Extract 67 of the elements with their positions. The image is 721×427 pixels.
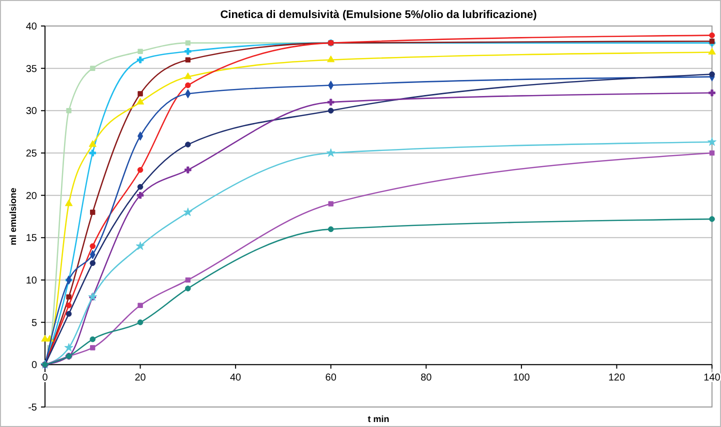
y-tick-label: 35 [26, 64, 38, 75]
point [66, 108, 72, 114]
y-tick-label: 0 [31, 360, 38, 372]
point [88, 140, 96, 147]
point [136, 241, 145, 250]
point [90, 260, 96, 266]
point [328, 108, 334, 114]
point [709, 32, 715, 38]
x-axis-title: t min [368, 414, 390, 424]
point [185, 82, 191, 88]
y-tick-label: 40 [26, 22, 38, 32]
point [136, 98, 144, 105]
y-tick-label: -5 [28, 402, 38, 414]
x-tick-label: 100 [513, 372, 530, 384]
point [708, 48, 716, 55]
point [327, 98, 334, 106]
x-tick-label: 120 [608, 372, 626, 384]
point [184, 48, 192, 55]
point [90, 66, 96, 71]
x-tick-label: 60 [325, 372, 337, 384]
point [89, 150, 96, 156]
point [326, 148, 336, 157]
point [138, 91, 143, 96]
point [185, 57, 191, 62]
point [328, 226, 334, 232]
point [90, 345, 96, 350]
point [66, 294, 72, 300]
y-tick-label: 10 [26, 276, 38, 286]
point [327, 56, 335, 62]
point [64, 343, 74, 352]
point [184, 72, 192, 80]
point [709, 150, 715, 156]
point [138, 302, 143, 308]
point [185, 40, 191, 46]
y-tick-label: 5 [31, 318, 38, 329]
x-tick-label: 80 [420, 372, 432, 384]
y-axis-title: ml emulsione [8, 188, 18, 246]
point [184, 166, 192, 174]
x-tick-label: 40 [230, 372, 242, 384]
point [709, 216, 715, 222]
point [185, 277, 191, 283]
point [708, 89, 716, 96]
point [66, 310, 72, 317]
point [65, 199, 73, 206]
y-tick-label: 25 [26, 148, 38, 160]
x-tick-label: 140 [704, 372, 721, 384]
point [708, 137, 716, 146]
point [137, 184, 144, 190]
chart-title: Cinetica di demulsività (Emulsione 5%/olio da lubrificazione) [220, 9, 538, 21]
point [137, 167, 144, 173]
point [90, 336, 96, 342]
point [328, 201, 334, 206]
point [183, 208, 192, 216]
y-tick-label: 20 [26, 190, 38, 202]
point [185, 286, 191, 292]
point [90, 210, 96, 215]
point [136, 192, 144, 199]
point [185, 142, 191, 148]
y-tick-label: 30 [26, 106, 38, 118]
y-tick-label: 15 [26, 233, 38, 244]
point [709, 71, 715, 78]
point [66, 302, 72, 308]
x-tick-label: 20 [134, 372, 146, 384]
point [138, 48, 143, 54]
point [90, 243, 96, 250]
point [137, 319, 144, 326]
point [136, 56, 144, 64]
